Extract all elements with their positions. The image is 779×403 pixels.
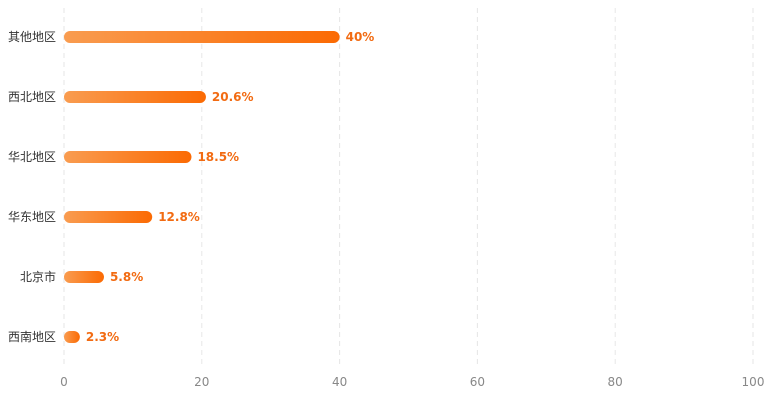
category-label: 其他地区 (8, 30, 56, 44)
bar (64, 91, 206, 103)
grid-lines (63, 8, 754, 366)
bar (64, 31, 340, 43)
category-label: 西北地区 (8, 90, 56, 104)
bar (64, 331, 80, 343)
bars (64, 31, 340, 343)
data-label: 40% (346, 30, 375, 44)
category-label: 华东地区 (8, 210, 56, 224)
category-label: 西南地区 (8, 329, 56, 344)
x-tick-label: 100 (742, 375, 765, 389)
bar (64, 151, 192, 163)
x-tick-label: 80 (608, 375, 623, 389)
bar (64, 211, 153, 223)
category-label: 华北地区 (8, 150, 56, 164)
x-axis-ticks: 0 20 40 60 80 100 (60, 375, 764, 389)
bar (64, 271, 104, 283)
x-tick-label: 40 (332, 375, 347, 389)
x-tick-label: 60 (470, 375, 485, 389)
data-label: 18.5% (197, 150, 239, 164)
data-label: 12.8% (158, 210, 200, 224)
data-label: 5.8% (110, 270, 143, 284)
data-labels: 40% 20.6% 18.5% 12.8% 5.8% 2.3% (86, 30, 374, 344)
data-label: 2.3% (86, 330, 119, 344)
x-tick-label: 20 (194, 375, 209, 389)
x-tick-label: 0 (60, 375, 68, 389)
data-label: 20.6% (212, 90, 254, 104)
category-label: 北京市 (20, 269, 56, 284)
